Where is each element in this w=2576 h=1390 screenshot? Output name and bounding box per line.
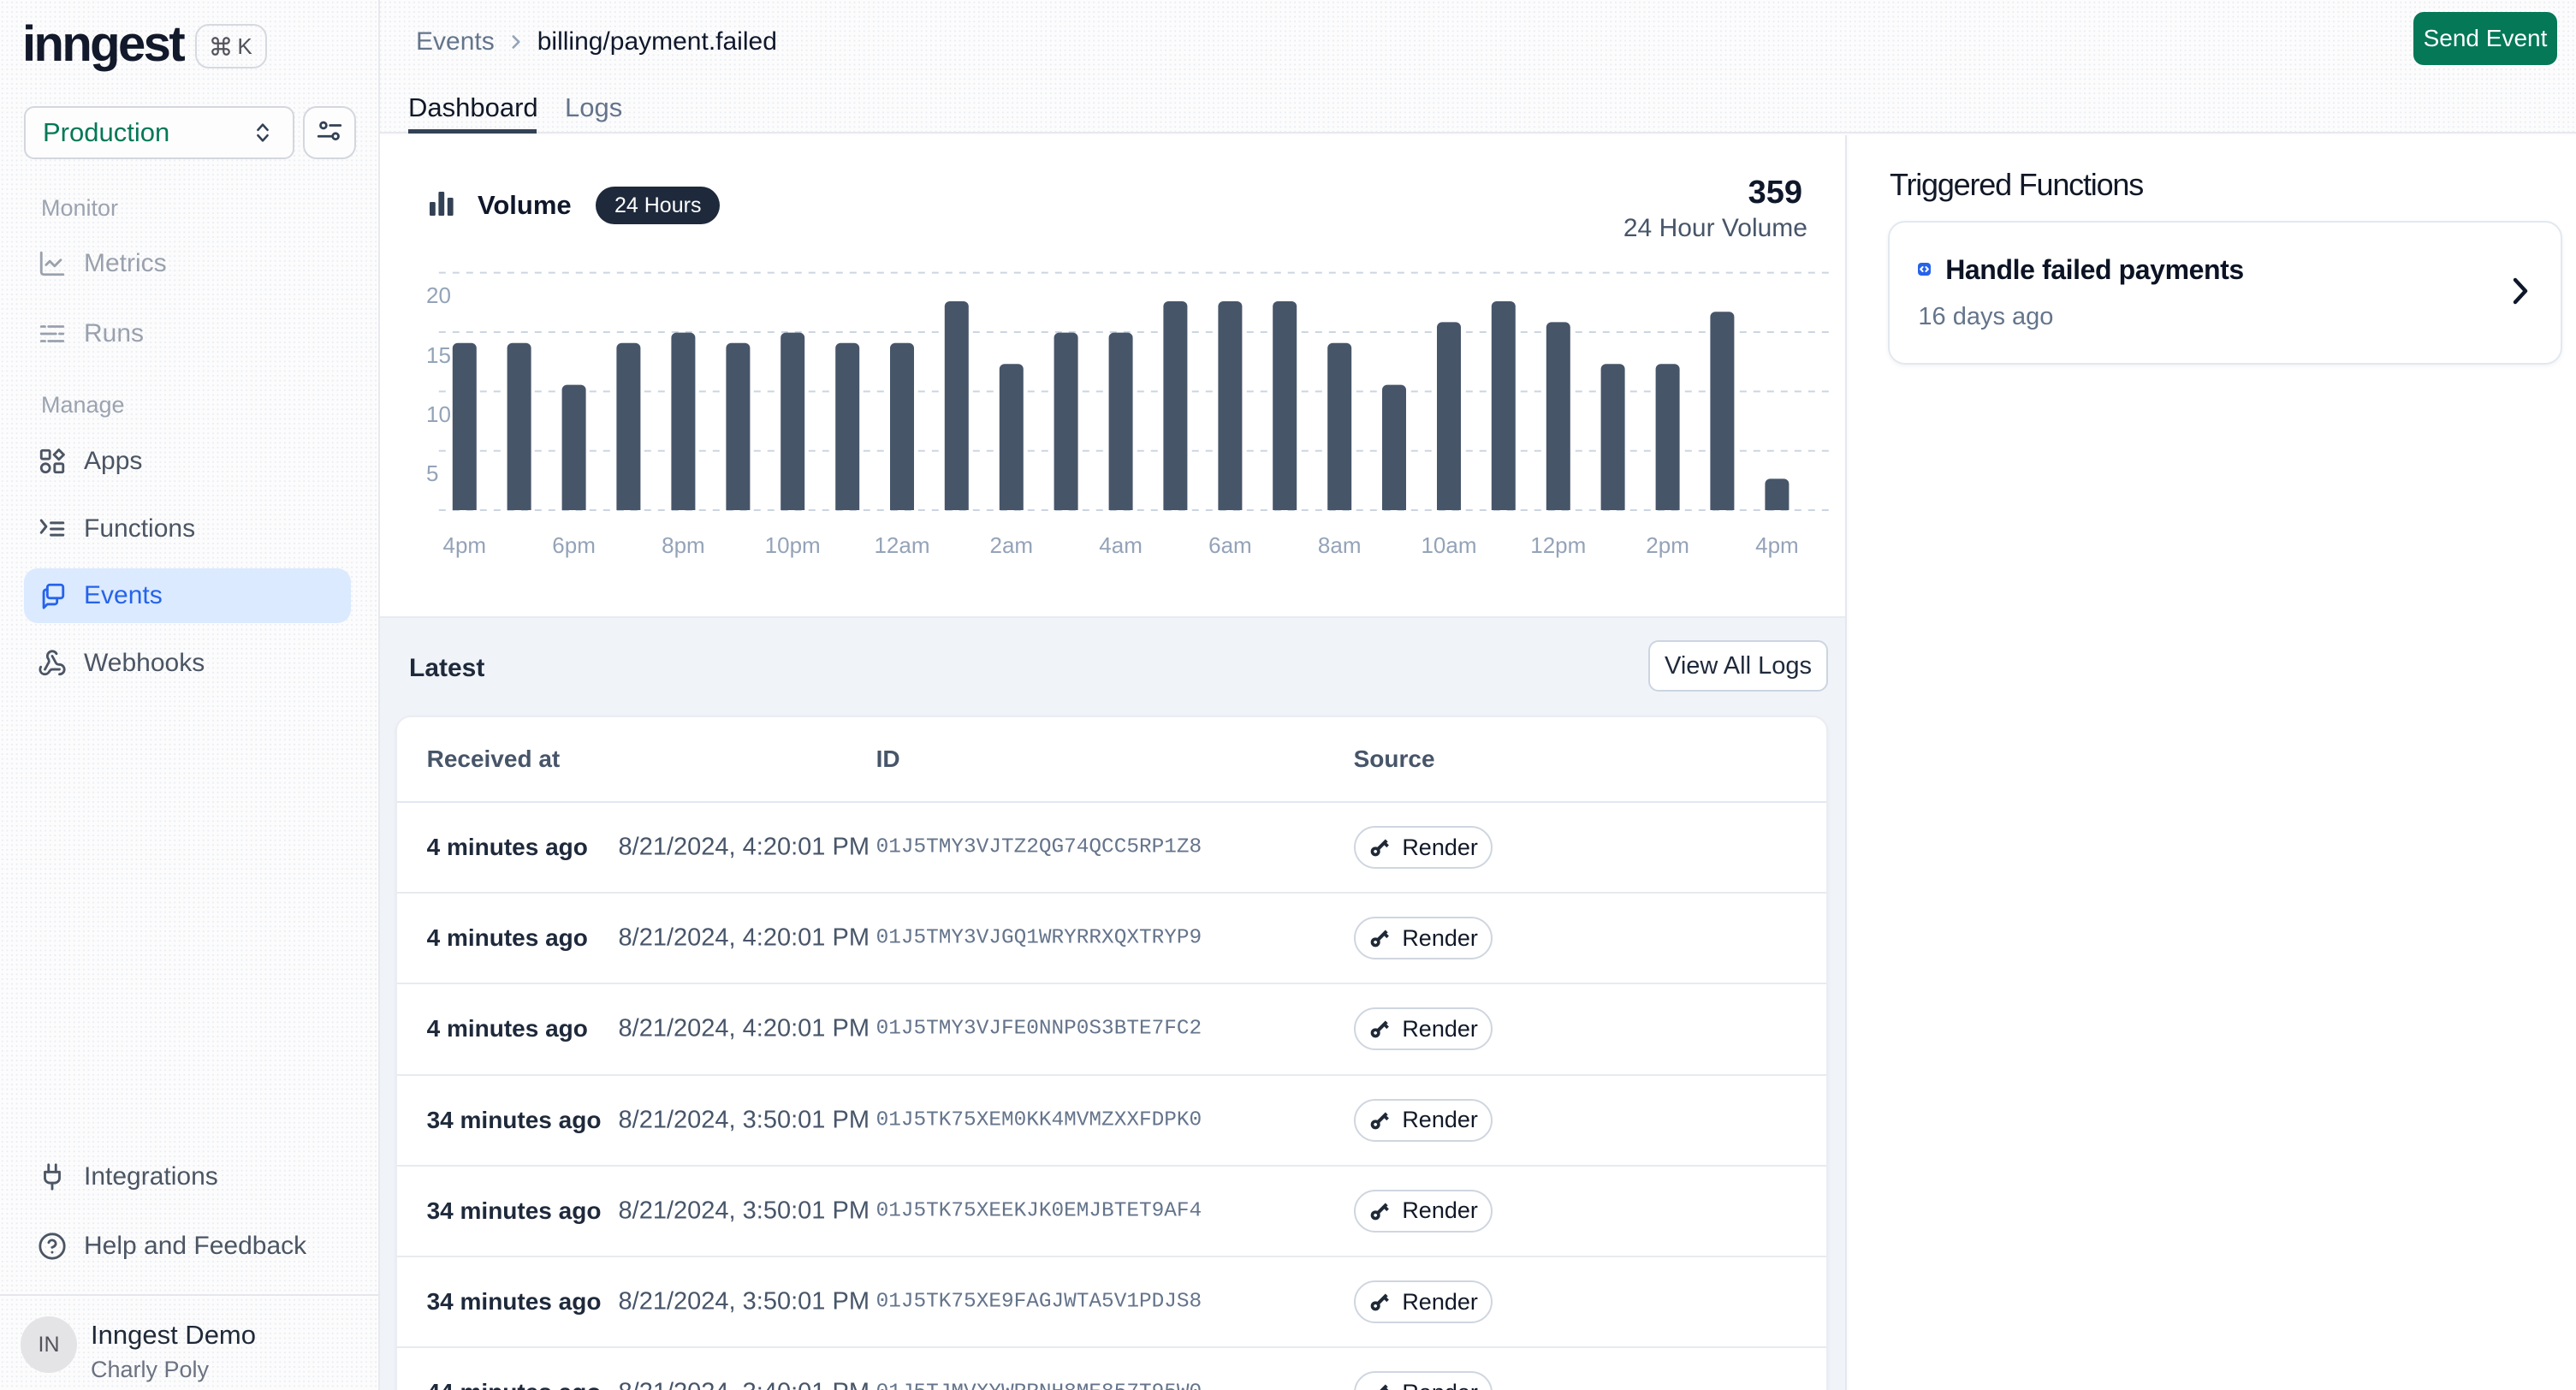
svg-text:10am: 10am	[1421, 532, 1476, 558]
svg-text:4am: 4am	[1099, 532, 1143, 558]
svg-text:10pm: 10pm	[765, 532, 821, 558]
svg-text:15: 15	[426, 342, 451, 368]
svg-text:4pm: 4pm	[1755, 532, 1799, 558]
svg-text:12am: 12am	[874, 532, 929, 558]
svg-text:2am: 2am	[990, 532, 1034, 558]
svg-text:8pm: 8pm	[662, 532, 705, 558]
svg-text:8am: 8am	[1318, 532, 1362, 558]
svg-text:6pm: 6pm	[552, 532, 596, 558]
svg-text:4pm: 4pm	[443, 532, 487, 558]
svg-text:12pm: 12pm	[1530, 532, 1586, 558]
svg-text:2pm: 2pm	[1646, 532, 1689, 558]
svg-text:10: 10	[426, 401, 451, 427]
svg-text:5: 5	[426, 460, 438, 486]
svg-text:6am: 6am	[1208, 532, 1252, 558]
svg-text:20: 20	[426, 282, 451, 308]
